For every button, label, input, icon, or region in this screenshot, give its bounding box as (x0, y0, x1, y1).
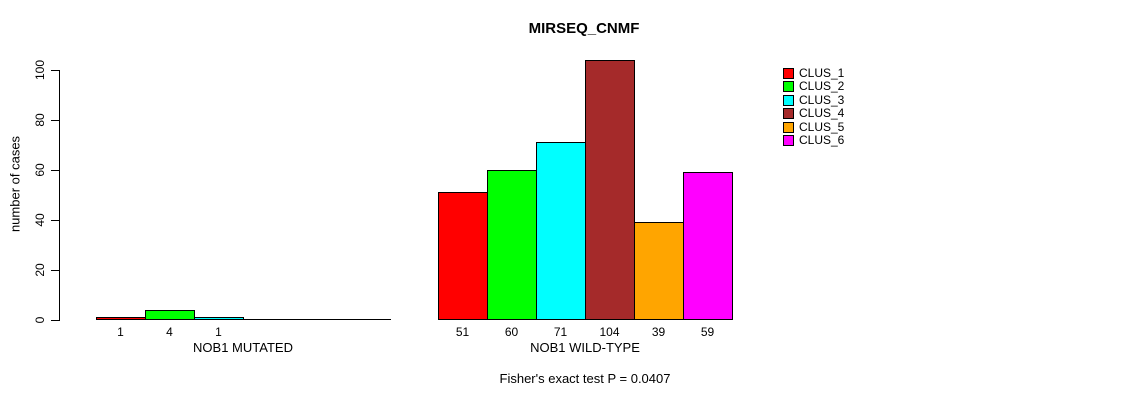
bar-value-label: 59 (700, 325, 715, 339)
bar-clus_3-group2 (536, 142, 586, 320)
bar-clus_2-group1 (145, 310, 195, 320)
legend-item: CLUS_2 (783, 80, 844, 92)
bar-clus_3-group1 (194, 317, 244, 320)
y-tick-label: 40 (33, 213, 47, 227)
bar-value-label: 104 (599, 325, 620, 339)
bar-value-label: 71 (553, 325, 568, 339)
legend-label: CLUS_6 (799, 132, 845, 147)
bar-clus_1-group2 (438, 192, 488, 320)
fisher-test-caption: Fisher's exact test P = 0.0407 (499, 371, 671, 386)
legend-color-swatch (783, 134, 794, 146)
group-label: NOB1 MUTATED (193, 340, 293, 355)
legend-label: CLUS_3 (799, 92, 845, 107)
y-tick (51, 120, 59, 121)
legend-color-swatch (783, 67, 794, 79)
y-tick-label: 60 (33, 163, 47, 177)
bar-value-label: 60 (504, 325, 519, 339)
zero-bar-clus_4-group1 (243, 319, 293, 320)
y-axis-line (59, 70, 60, 321)
y-tick-label: 80 (33, 113, 47, 127)
y-tick (51, 70, 59, 71)
y-tick-label: 100 (33, 59, 47, 81)
legend-label: CLUS_1 (799, 65, 845, 80)
y-tick (51, 170, 59, 171)
zero-bar-clus_5-group1 (292, 319, 342, 320)
legend-label: CLUS_4 (799, 105, 845, 120)
bar-value-label: 1 (117, 325, 124, 339)
bar-value-label: 51 (455, 325, 470, 339)
bar-value-label: 4 (166, 325, 173, 339)
legend-item: CLUS_5 (783, 121, 844, 133)
legend-color-swatch (783, 107, 794, 119)
y-tick (51, 270, 59, 271)
legend-label: CLUS_5 (799, 119, 845, 134)
legend-color-swatch (783, 80, 794, 92)
y-tick-label: 20 (33, 263, 47, 277)
legend-item: CLUS_4 (783, 107, 844, 119)
y-axis-label: number of cases (7, 135, 23, 233)
bar-clus_6-group2 (683, 172, 733, 320)
group-label: NOB1 WILD-TYPE (530, 340, 640, 355)
legend-item: CLUS_3 (783, 94, 844, 106)
bar-clus_2-group2 (487, 170, 537, 320)
y-tick-label: 0 (33, 316, 47, 324)
chart-title: MIRSEQ_CNMF (528, 20, 640, 37)
legend-item: CLUS_6 (783, 134, 844, 146)
legend-color-swatch (783, 121, 794, 133)
bar-value-label: 39 (651, 325, 666, 339)
y-tick (51, 320, 59, 321)
legend-item: CLUS_1 (783, 67, 844, 79)
y-tick (51, 220, 59, 221)
bar-value-label: 1 (215, 325, 222, 339)
legend-color-swatch (783, 94, 794, 106)
bar-clus_5-group2 (634, 222, 684, 320)
bar-clus_1-group1 (96, 317, 146, 320)
zero-bar-clus_6-group1 (341, 319, 391, 320)
legend-label: CLUS_2 (799, 78, 845, 93)
bar-clus_4-group2 (585, 60, 635, 320)
